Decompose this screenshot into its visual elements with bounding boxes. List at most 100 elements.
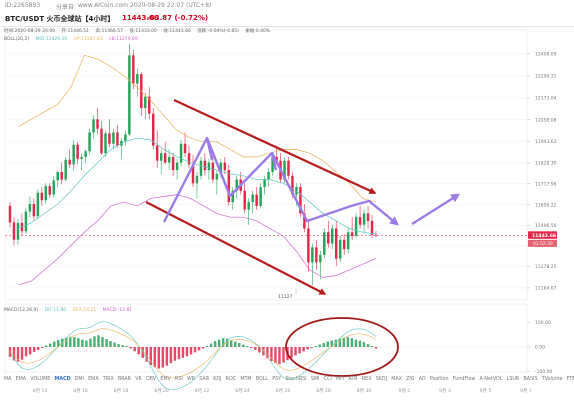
macd-histogram-bar [137,347,140,355]
macd-histogram-bar [77,338,80,347]
indicator-tab[interactable]: MA [4,377,12,382]
macd-histogram-bar [173,347,177,361]
forecast-zigzag [162,136,399,226]
candle-body [40,192,44,201]
macd-histogram-bar [105,339,108,347]
indicator-tab[interactable]: VR [135,377,142,382]
macd-histogram-bar [8,347,12,357]
indicator-tab[interactable]: EMA [88,377,99,382]
indicator-tab[interactable]: DMI [74,377,84,382]
candle-body [346,232,350,250]
macd-histogram-bar [338,338,342,347]
candle-body [136,74,139,84]
candle-body [44,186,48,201]
indicator-tab[interactable]: BRAR [117,377,131,382]
candle-body [267,172,270,180]
indicator-tab[interactable]: MACD [54,377,71,382]
candle-body [315,247,318,263]
candle-body [68,159,71,165]
ohlc-high: 高:11466.57 [95,29,123,34]
macd-histogram-bar [294,347,297,356]
candle-body [263,179,266,188]
indicator-tab[interactable]: BOLL [255,377,269,382]
macd-dif: DIF:11.80 [44,308,67,313]
candle-body [12,222,16,240]
price-tick-label: 11717.96 [535,181,557,187]
candle-body [247,202,250,210]
candle-body [76,144,79,159]
indicator-tab[interactable]: EMA [15,377,27,382]
indicator-tab[interactable]: EMV [160,377,171,382]
macd-histogram-bar [217,339,221,347]
macd-name[interactable]: MACD(12,26,9) [4,308,39,313]
x-axis-label: 8月 30 [356,389,372,394]
indicator-tab[interactable]: SAR [199,377,210,382]
indicator-tab[interactable]: ROC [225,377,237,382]
macd-highlight-ellipse [285,317,399,377]
indicator-tab[interactable]: SMI [310,377,320,382]
indicator-tab[interactable]: A-NetVOL [479,377,503,382]
indicator-tab[interactable]: OBV [146,377,157,382]
indicator-tab[interactable]: RSI [175,377,183,382]
indicator-tab[interactable]: ZIG [406,377,415,382]
price-tick-label: 11943.63 [535,139,557,145]
macd-histogram-bar [322,343,325,347]
indicator-tab[interactable]: FundFlow [452,377,476,382]
indicator-tab[interactable]: SKDJ [375,377,387,382]
macd-histogram-bar [266,347,269,359]
share-link[interactable]: www.AICoin.com [78,2,129,9]
indicator-tab[interactable]: MAX [391,377,402,382]
indicator-tab[interactable]: VOLUME [30,377,51,382]
indicator-tab[interactable]: TVolume [541,377,563,382]
boll-lower-band [17,194,377,286]
countdown-badge [528,239,557,247]
candle-body [100,128,103,154]
zigzag-peak-drop [205,137,214,161]
indicator-tab[interactable]: ATR [348,377,358,382]
indicator-tab[interactable]: MTM [240,377,252,382]
indicator-tab[interactable]: MFI [335,377,345,382]
macd-histogram-bar [258,347,261,353]
boll-name[interactable]: BOLL(20,2) [4,37,30,42]
indicator-tab[interactable]: StochRSI [285,377,307,382]
macd-histogram-bar [213,341,217,347]
macd-histogram-bar [101,337,104,347]
last-price: 11443.66 [122,14,159,22]
indicator-tab[interactable]: TRIX [102,377,114,382]
macd-panel-frame [4,303,528,373]
macd-histogram-bar [205,346,209,347]
candle-body [108,133,111,144]
macd-histogram-bar [57,340,60,347]
candle-body [132,55,135,84]
macd-histogram-bar [133,347,136,352]
indicator-tab[interactable]: KDJ [213,377,222,382]
indicator-tab[interactable]: CCI [323,377,332,382]
indicator-tab[interactable]: Position [429,377,449,382]
macd-histogram-bar [153,347,156,368]
pair-title: BTC/USDT 火币全球站【4小时】 [5,15,115,23]
candle-body [374,234,378,236]
indicator-tab[interactable]: REX [361,377,372,382]
candle-body [56,172,59,181]
indicator-tab[interactable]: FTBS [566,377,574,382]
candle-body [331,228,334,244]
x-axis-label: 8月 24 [235,389,250,394]
indicator-tab[interactable]: WR [187,377,196,382]
indicator-tab[interactable]: AO [418,377,426,382]
macd-histogram-bar [161,347,165,368]
macd-histogram-bar [370,346,374,347]
candle-body [251,194,254,203]
price-tick-label: 12408.09 [535,51,557,57]
boll-info: BOLL(20,2) MID:11429.26 UP:11587.83 LB:1… [4,37,143,42]
indicator-tab[interactable]: BASIS [523,377,538,382]
macd-value: MACD:-12.81 [102,308,133,313]
macd-histogram-bar [113,342,116,347]
macd-histogram-bar [201,347,205,349]
macd-histogram-bar [326,341,329,347]
current-price-label: 11443.66 [532,233,556,239]
indicator-tab[interactable]: PSY [272,377,282,382]
candle-body [64,159,67,180]
candle-body [8,205,12,223]
indicator-tab[interactable]: LSUR [506,377,520,382]
candle-body [334,228,338,259]
